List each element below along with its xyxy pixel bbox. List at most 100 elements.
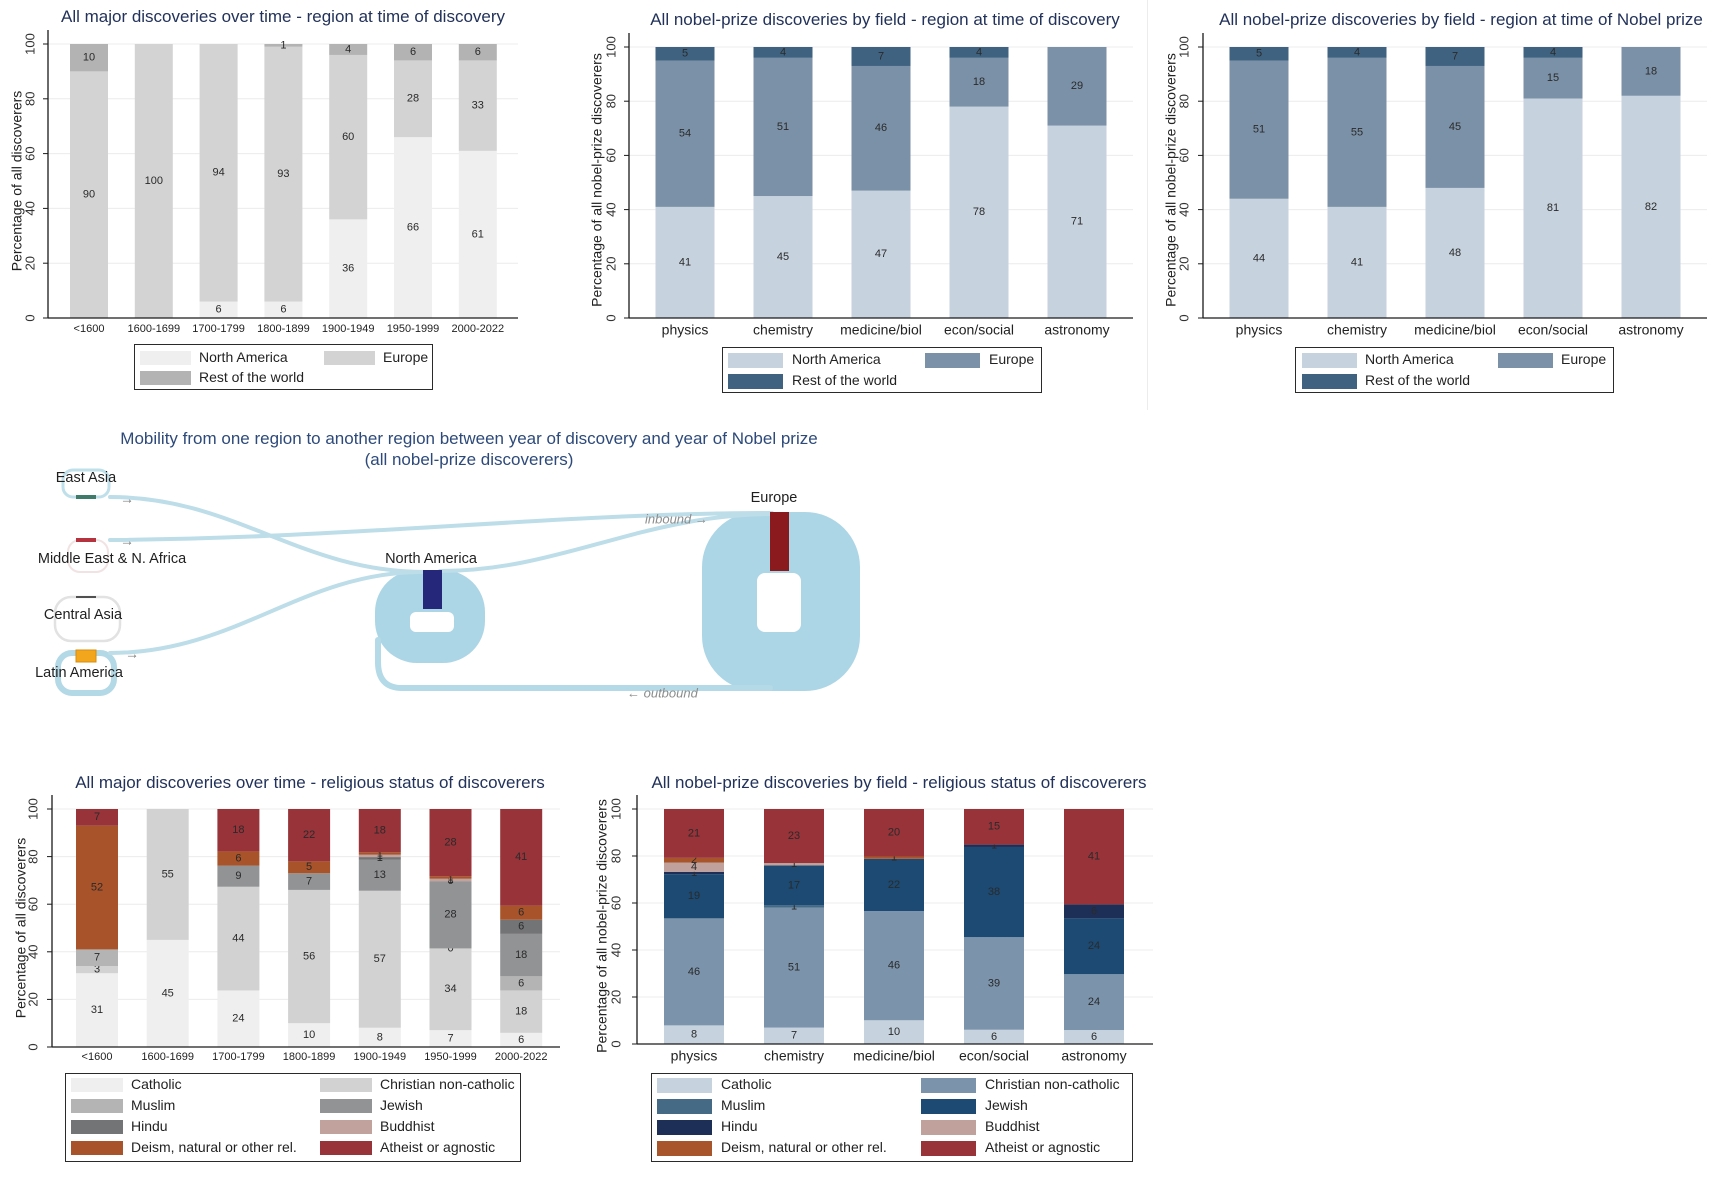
y-tick-label: 80 — [1176, 94, 1191, 108]
bar-value-label: 41 — [1351, 256, 1363, 268]
bar-chart-religion-by-field: Percentage of all nobel-prize discoverer… — [594, 795, 1153, 1064]
y-tick-label: 20 — [608, 990, 623, 1004]
bar-value-label: 10 — [303, 1029, 315, 1041]
bar-value-label: 18 — [232, 824, 244, 836]
x-category-label: econ/social — [944, 322, 1014, 338]
bar-segment — [500, 976, 543, 991]
y-tick-label: 60 — [1176, 148, 1191, 162]
bar-segment — [753, 57, 813, 197]
legend-swatch — [1302, 353, 1357, 368]
x-category-label: 1600-1699 — [127, 323, 180, 335]
bar-segment — [864, 858, 924, 912]
mobility-title-line-2: (all nobel-prize discoverers) — [364, 450, 574, 469]
bar-segment — [358, 859, 401, 891]
node-latin-america — [75, 649, 97, 663]
x-category-label: 1700-1799 — [212, 1051, 265, 1063]
bar-chart-region-by-field-discovery: Percentage of all nobel-prize discoverer… — [589, 33, 1133, 338]
legend-swatch — [1302, 374, 1357, 389]
x-category-label: astronomy — [1061, 1048, 1126, 1064]
bar-segment — [1523, 98, 1583, 319]
bar-value-label: 29 — [1071, 80, 1083, 92]
bar-value-label: 4 — [1550, 46, 1556, 58]
legend: North America Europe Rest of the world — [134, 344, 433, 390]
y-axis-title: Percentage of all nobel-prize discoverer… — [594, 799, 610, 1053]
bar-value-label: 6 — [518, 977, 524, 989]
bar-value-label: 18 — [374, 825, 386, 837]
europe-loop-hole — [757, 573, 801, 632]
bar-segment — [864, 1020, 924, 1044]
bar-value-label: 1 — [377, 852, 383, 864]
legend-label: Buddhist — [985, 1118, 1040, 1134]
bar-value-label: 41 — [1088, 851, 1100, 863]
x-category-label: 1900-1949 — [322, 323, 375, 335]
bar-segment — [1064, 974, 1124, 1031]
bar-segment — [864, 809, 924, 857]
bar-segment — [655, 206, 715, 318]
legend-swatch — [657, 1141, 712, 1156]
legend-swatch — [728, 374, 783, 389]
bar-value-label: 45 — [1449, 121, 1461, 133]
bar-value-label: 4 — [976, 46, 982, 58]
bar-segment — [851, 47, 911, 66]
legend-label: Christian non-catholic — [380, 1076, 515, 1092]
bar-segment — [429, 948, 472, 1031]
bar-value-label: 18 — [515, 1006, 527, 1018]
legend-swatch — [140, 351, 191, 365]
bar-segment — [664, 1025, 724, 1044]
x-category-label: medicine/biol — [840, 322, 922, 338]
chart-title-region-by-field-nobel: All nobel-prize discoveries by field - r… — [1219, 10, 1703, 29]
bar-segment — [851, 65, 911, 191]
bar-value-label: 3 — [94, 964, 100, 976]
x-category-label: medicine/biol — [1414, 322, 1496, 338]
bar-segment — [134, 44, 173, 318]
bar-segment — [655, 60, 715, 207]
bar-segment — [1425, 47, 1485, 66]
bar-segment — [146, 809, 189, 940]
bar-value-label: 45 — [162, 987, 174, 999]
bar-value-label: 6 — [518, 921, 524, 933]
bar-value-label: 52 — [91, 881, 103, 893]
bar-value-label: 46 — [888, 960, 900, 972]
bar-segment — [1425, 65, 1485, 188]
bar-segment — [655, 47, 715, 61]
north-america-loop-hole — [410, 612, 454, 632]
bar-value-label: 90 — [83, 189, 95, 201]
bar-segment — [358, 890, 401, 1028]
bar-segment — [217, 865, 260, 887]
bar-value-label: 1 — [891, 852, 897, 864]
bar-segment — [76, 973, 118, 1047]
bar-segment — [217, 990, 260, 1047]
bar-value-label: 38 — [988, 886, 1000, 898]
flow-arrow-icon: → — [120, 533, 134, 549]
bar-segment — [329, 54, 368, 220]
legend-label: Muslim — [131, 1097, 176, 1113]
legend-swatch — [71, 1141, 123, 1155]
bar-segment — [429, 876, 472, 879]
legend-swatch — [71, 1078, 123, 1092]
bar-value-label: 93 — [277, 168, 289, 180]
legend-swatch — [1498, 353, 1553, 368]
bar-segment — [764, 865, 824, 906]
bar-value-label: 55 — [162, 868, 174, 880]
bar-value-label: 33 — [472, 100, 484, 112]
bar-value-label: 44 — [232, 933, 244, 945]
bar-segment — [664, 809, 724, 858]
bar-value-label: 28 — [444, 909, 456, 921]
bar-segment — [429, 881, 472, 949]
bar-value-label: 48 — [1449, 247, 1461, 259]
bar-segment — [458, 60, 497, 151]
bar-segment — [1064, 918, 1124, 975]
bar-segment — [864, 856, 924, 859]
bar-value-label: 34 — [444, 983, 456, 995]
node-label-europe: Europe — [751, 490, 798, 506]
legend-label: Jewish — [380, 1097, 423, 1113]
bar-value-label: 4 — [1354, 46, 1360, 58]
legend-label: Europe — [989, 351, 1035, 367]
bar-segment — [500, 809, 543, 906]
legend-label: Jewish — [985, 1097, 1028, 1113]
bar-value-label: 2 — [691, 854, 697, 866]
legend: Catholic Christian non-catholic Muslim Jewi… — [65, 1073, 521, 1162]
bar-value-label: 15 — [988, 821, 1000, 833]
bar-value-label: 7 — [94, 952, 100, 964]
flow-arrow-icon: → — [120, 491, 134, 507]
